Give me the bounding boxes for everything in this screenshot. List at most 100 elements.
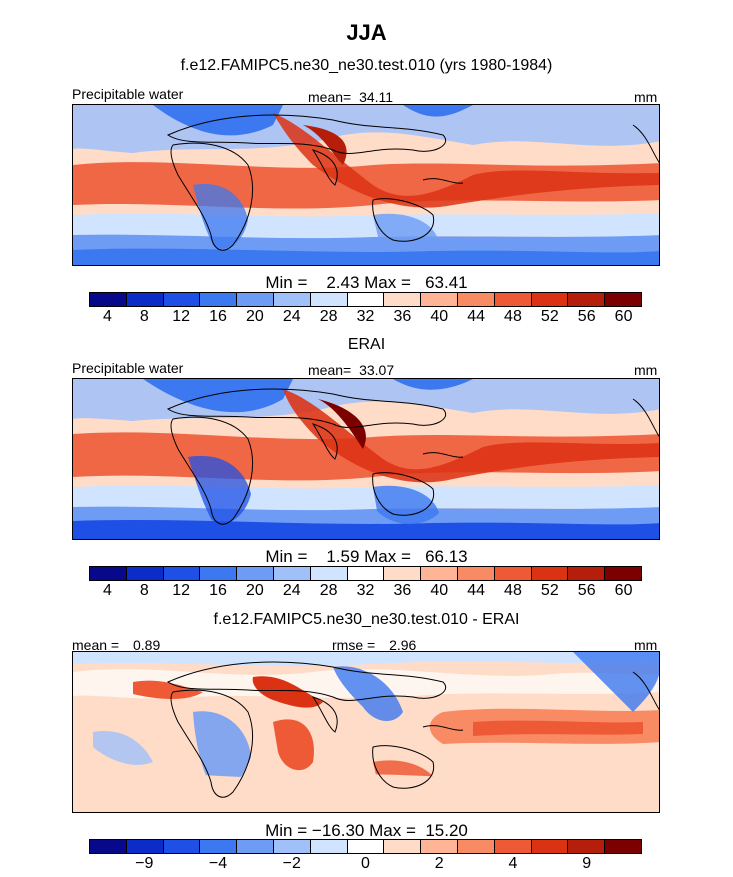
model-mean-value: 34.11	[359, 89, 394, 105]
model-colorbar-segment	[273, 293, 311, 306]
model-tick-label: 8	[139, 308, 149, 325]
obs-tick-label: 12	[172, 582, 191, 599]
model-min-label: Min =	[265, 273, 308, 292]
model-tick-label: 24	[282, 308, 301, 325]
obs-tick-label: 16	[209, 582, 227, 599]
model-tick-label: 12	[172, 308, 191, 325]
diff-tick-label: −2	[282, 855, 301, 872]
model-max-value: 63.41	[425, 273, 468, 292]
model-colorbar-segment	[163, 293, 201, 306]
diff-colorbar-segment	[347, 840, 385, 853]
obs-tick-label: 24	[282, 582, 301, 599]
model-units-label: mm	[634, 89, 658, 105]
model-tick-label: 4	[102, 308, 112, 325]
diff-rmse-readout: rmse = 2.96	[332, 637, 416, 653]
obs-colorbar-segment	[90, 567, 127, 580]
obs-colorbar	[89, 566, 642, 581]
diff-rmse-label: rmse =	[332, 637, 376, 653]
model-colorbar-segment	[568, 293, 606, 306]
obs-tick-label: 56	[577, 582, 596, 599]
obs-colorbar-segment	[237, 567, 274, 580]
model-mean-label: mean=	[308, 89, 352, 105]
model-colorbar-segment	[494, 293, 532, 306]
diff-colorbar-segment	[126, 840, 164, 853]
model-tick-label: 36	[393, 308, 412, 325]
diff-tick-label: 0	[361, 855, 370, 872]
obs-colorbar-segment	[421, 567, 458, 580]
obs-map	[72, 378, 660, 540]
diff-rmse-value: 2.96	[389, 637, 417, 653]
obs-colorbar-segment	[273, 567, 311, 580]
obs-min-label: Min =	[265, 547, 308, 566]
diff-colorbar-segment	[200, 840, 238, 853]
obs-colorbar-segment	[457, 567, 495, 580]
obs-tick-label: 60	[614, 582, 633, 599]
obs-tick-label: 8	[139, 582, 149, 599]
model-colorbar-segment	[310, 293, 348, 306]
diff-colorbar-segment	[421, 840, 458, 853]
diff-min-label: Min =	[265, 821, 308, 840]
diff-colorbar-segment	[237, 840, 274, 853]
obs-units-label: mm	[634, 362, 658, 378]
model-variable-label: Precipitable water	[72, 86, 184, 102]
model-tick-label: 52	[540, 308, 559, 325]
obs-mean-readout: mean= 33.07	[308, 362, 394, 378]
model-tick-label: 48	[504, 308, 522, 325]
model-colorbar-segment	[126, 293, 164, 306]
obs-max-label: Max =	[364, 547, 411, 566]
obs-colorbar-ticks: 4 8 12 16 20 24 28 32 36 40 44 48 52 56 60	[89, 582, 642, 602]
model-tick-label: 32	[356, 308, 375, 325]
obs-tick-label: 28	[319, 582, 338, 599]
model-tick-label: 28	[319, 308, 338, 325]
model-colorbar	[89, 292, 642, 307]
model-panel-title: f.e12.FAMIPC5.ne30_ne30.test.010 (yrs 19…	[180, 57, 553, 74]
obs-tick-label: 40	[430, 582, 449, 599]
obs-minmax: Min = 1.59 Max = 66.13	[0, 547, 733, 567]
model-minmax: Min = 2.43 Max = 63.41	[0, 273, 733, 293]
diff-min-value: −16.30	[311, 821, 365, 840]
figure-title: JJA	[346, 20, 387, 45]
model-colorbar-segment	[90, 293, 127, 306]
model-colorbar-segment	[200, 293, 238, 306]
model-tick-label: 16	[209, 308, 227, 325]
obs-variable-label: Precipitable water	[72, 360, 184, 376]
obs-colorbar-segment	[494, 567, 532, 580]
obs-colorbar-segment	[384, 567, 422, 580]
model-tick-label: 20	[245, 308, 264, 325]
obs-tick-label: 4	[102, 582, 112, 599]
obs-tick-label: 36	[393, 582, 412, 599]
model-tick-label: 44	[467, 308, 485, 325]
diff-tick-label: −4	[208, 855, 228, 872]
diff-tick-label: 2	[434, 855, 444, 872]
obs-colorbar-segment	[568, 567, 606, 580]
diff-mean-readout: mean = 0.89	[72, 637, 160, 653]
diff-mean-label: mean =	[72, 637, 120, 653]
model-colorbar-segment	[237, 293, 274, 306]
diff-minmax: Min = −16.30 Max = 15.20	[0, 821, 733, 841]
diff-colorbar-ticks: −9 −4 −2 0 2 4 9	[89, 855, 642, 875]
model-tick-label: 60	[614, 308, 633, 325]
model-min-value: 2.43	[326, 273, 360, 292]
obs-colorbar-segment	[163, 567, 201, 580]
diff-tick-label: −9	[135, 855, 154, 872]
diff-colorbar-segment	[568, 840, 606, 853]
diff-colorbar	[89, 839, 642, 854]
model-colorbar-segment	[531, 293, 569, 306]
diff-mean-value: 0.89	[132, 637, 161, 653]
diff-colorbar-segment	[90, 840, 127, 853]
diff-tick-label: 9	[582, 855, 592, 872]
obs-mean-value: 33.07	[359, 362, 395, 378]
diff-colorbar-segment	[273, 840, 311, 853]
obs-colorbar-segment	[531, 567, 569, 580]
obs-tick-label: 48	[504, 582, 522, 599]
model-colorbar-segment	[605, 293, 641, 306]
obs-max-value: 66.13	[425, 547, 468, 566]
obs-tick-label: 20	[245, 582, 264, 599]
obs-tick-label: 32	[356, 582, 375, 599]
model-max-label: Max =	[364, 273, 411, 292]
model-tick-label: 40	[430, 308, 449, 325]
model-map	[72, 104, 660, 266]
diff-colorbar-segment	[531, 840, 569, 853]
obs-colorbar-segment	[347, 567, 385, 580]
diff-colorbar-segment	[605, 840, 641, 853]
